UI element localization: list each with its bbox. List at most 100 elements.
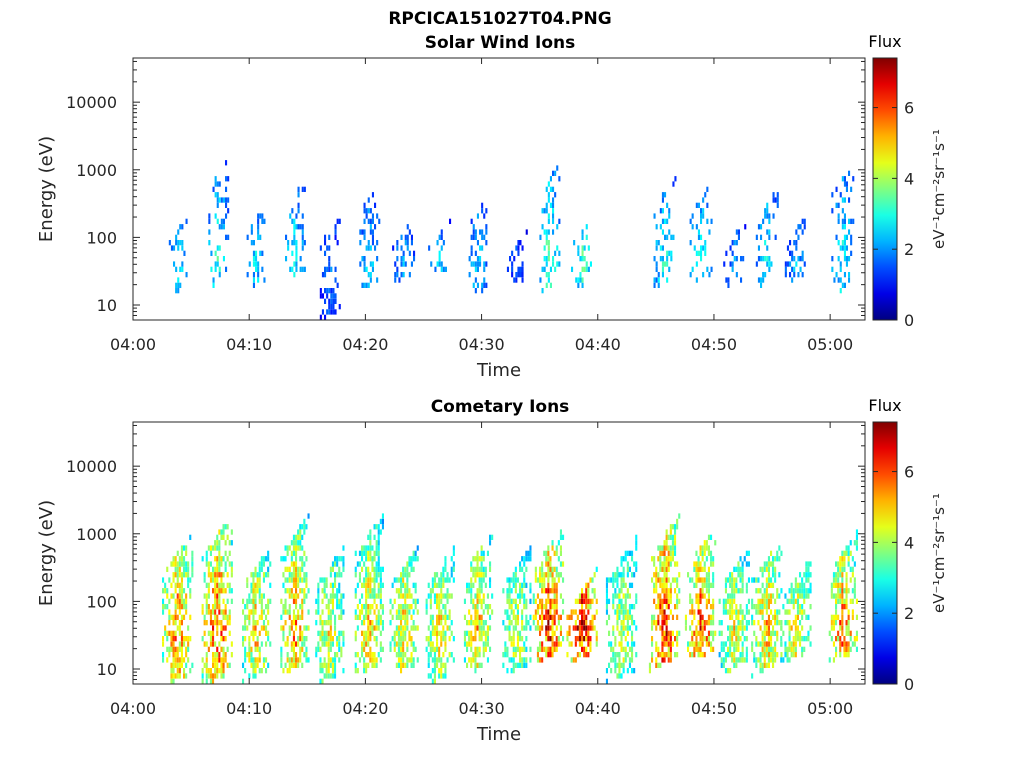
spectrogram-cell — [444, 561, 447, 567]
spectrogram-cell — [805, 593, 808, 599]
spectrogram-cell — [799, 256, 802, 262]
spectrogram-cell — [843, 604, 846, 610]
spectrogram-cell — [578, 630, 581, 636]
spectrogram-cell — [661, 266, 664, 272]
spectrogram-cell — [412, 641, 415, 647]
spectrogram-cell — [326, 245, 329, 251]
spectrogram-cell — [770, 641, 773, 647]
spectrogram-cell — [705, 556, 708, 562]
spectrogram-cell — [248, 261, 251, 267]
spectrogram-cell — [545, 598, 548, 604]
spectrogram-cell — [288, 657, 291, 663]
spectrogram-cell — [502, 588, 505, 594]
spectrogram-cell — [839, 245, 842, 251]
spectrogram-cell — [258, 657, 261, 663]
spectrogram-cell — [363, 545, 366, 551]
spectrogram-cell — [402, 646, 405, 652]
spectrogram-cell — [250, 588, 253, 594]
spectrogram-cell — [622, 609, 625, 615]
spectrogram-cell — [338, 588, 341, 594]
spectrogram-cell — [772, 566, 775, 572]
spectrogram-cell — [631, 620, 634, 626]
spectrogram-cell — [187, 646, 190, 652]
spectrogram-cell — [207, 593, 210, 599]
spectrogram-cell — [519, 561, 522, 567]
spectrogram-cell — [226, 534, 229, 540]
spectrogram-cell — [697, 556, 700, 562]
spectrogram-cell — [517, 245, 520, 251]
spectrogram-cell — [667, 652, 670, 658]
spectrogram-cell — [504, 646, 507, 652]
spectrogram-cell — [551, 545, 554, 551]
spectrogram-cell — [776, 630, 779, 636]
spectrogram-cell — [354, 588, 357, 594]
spectrogram-cell — [809, 588, 812, 594]
spectrogram-cell — [720, 657, 723, 663]
spectrogram-cell — [512, 577, 515, 583]
spectrogram-cell — [803, 646, 806, 652]
spectrogram-cell — [562, 598, 565, 604]
spectrogram-cell — [379, 588, 382, 594]
spectrogram-cell — [553, 609, 556, 615]
spectrogram-cell — [620, 588, 623, 594]
spectrogram-cell — [765, 652, 768, 658]
spectrogram-cell — [367, 577, 370, 583]
spectrogram-cell — [631, 646, 634, 652]
spectrogram-cell — [254, 572, 257, 578]
spectrogram-cell — [226, 646, 229, 652]
spectrogram-cell — [510, 609, 513, 615]
spectrogram-cell — [208, 240, 211, 246]
spectrogram-cell — [295, 572, 298, 578]
spectrogram-cell — [328, 261, 331, 267]
spectrogram-cell — [212, 662, 215, 668]
spectrogram-cell — [665, 604, 668, 610]
spectrogram-cell — [847, 652, 850, 658]
spectrogram-cell — [220, 529, 223, 535]
spectrogram-cell — [553, 566, 556, 572]
spectrogram-cell — [470, 577, 473, 583]
spectrogram-cell — [665, 545, 668, 551]
spectrogram-cell — [801, 625, 804, 631]
spectrogram-cell — [220, 218, 223, 224]
spectrogram-cell — [172, 556, 175, 562]
spectrogram-cell — [835, 614, 838, 620]
spectrogram-cell — [697, 593, 700, 599]
spectrogram-cell — [468, 609, 471, 615]
spectrogram-cell — [539, 641, 542, 647]
spectrogram-cell — [218, 598, 221, 604]
spectrogram-cell — [678, 513, 681, 519]
spectrogram-cell — [545, 282, 548, 288]
spectrogram-cell — [214, 577, 217, 583]
x-tick-label: 04:20 — [342, 335, 388, 354]
spectrogram-cell — [394, 261, 397, 267]
spectrogram-cell — [256, 588, 259, 594]
spectrogram-cell — [547, 545, 550, 551]
spectrogram-cell — [214, 572, 217, 578]
spectrogram-cell — [330, 288, 333, 294]
spectrogram-cell — [248, 598, 251, 604]
spectrogram-cell — [363, 282, 366, 288]
spectrogram-cell — [260, 614, 263, 620]
spectrogram-cell — [702, 272, 705, 278]
spectrogram-cell — [287, 240, 290, 246]
spectrogram-cell — [406, 588, 409, 594]
spectrogram-cell — [739, 625, 742, 631]
spectrogram-cell — [655, 641, 658, 647]
spectrogram-cell — [448, 652, 451, 658]
spectrogram-cell — [329, 593, 332, 599]
spectrogram-cell — [523, 561, 526, 567]
spectrogram-cell — [367, 534, 370, 540]
spectrogram-cell — [722, 641, 725, 647]
spectrogram-cell — [843, 282, 846, 288]
spectrogram-cell — [525, 657, 528, 663]
spectrogram-cell — [427, 625, 430, 631]
spectrogram-cell — [476, 662, 479, 668]
spectrogram-cell — [855, 545, 858, 551]
spectrogram-cell — [562, 534, 565, 540]
spectrogram-cell — [212, 630, 215, 636]
spectrogram-cell — [400, 245, 403, 251]
spectrogram-cell — [425, 636, 428, 642]
spectrogram-cell — [248, 657, 251, 663]
spectrogram-cell — [265, 604, 268, 610]
spectrogram-cell — [395, 641, 398, 647]
